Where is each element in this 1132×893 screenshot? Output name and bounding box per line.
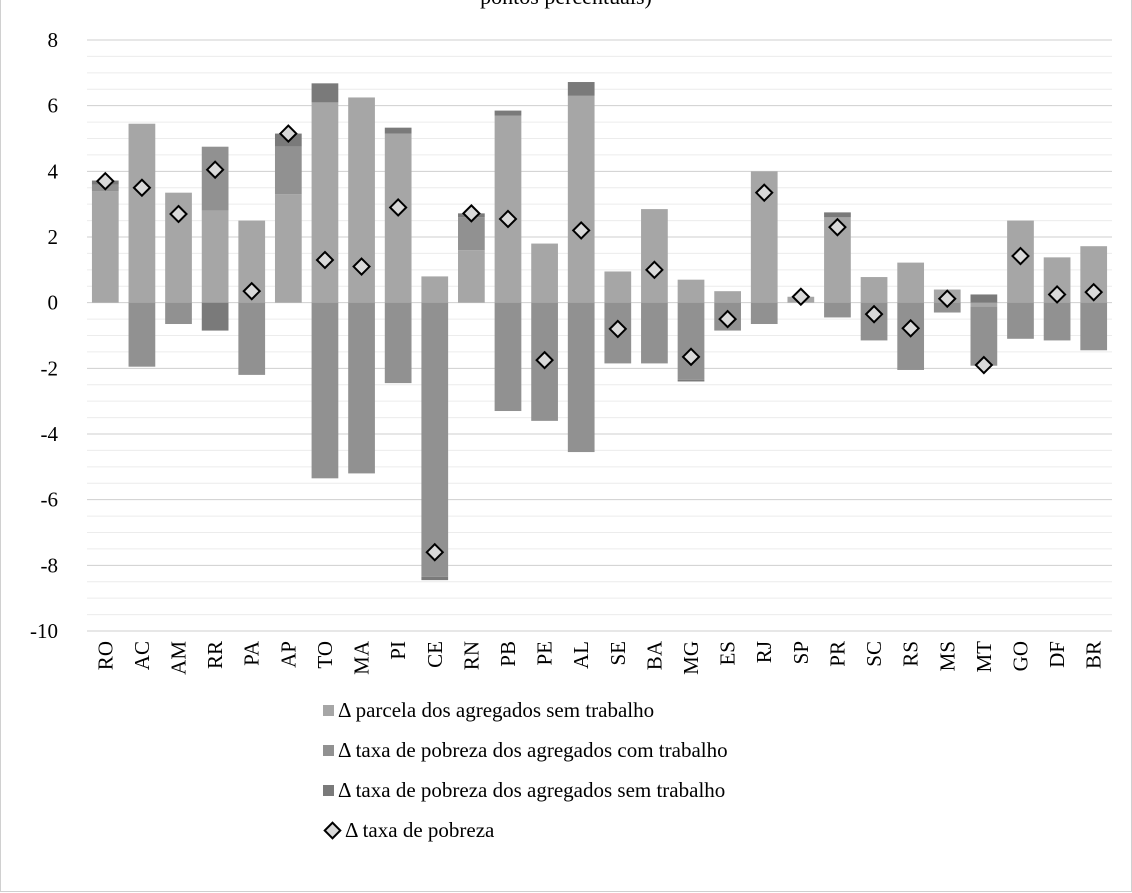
x-tick-label: PR bbox=[825, 641, 849, 667]
bar-segment-series-0 bbox=[421, 276, 448, 302]
x-tick-label: TO bbox=[313, 641, 337, 669]
bar-segment-series-2 bbox=[421, 577, 448, 580]
bar-segment-series-1 bbox=[348, 303, 375, 474]
chart-plot: 8 6 4 2 0 -2 -4 -6 -8 -10 RO AC AM RR PA AP TO MA PI CE RN PB… bbox=[0, 0, 1132, 690]
x-tick-label: RS bbox=[899, 641, 923, 667]
x-tick-label: BR bbox=[1082, 641, 1106, 669]
y-tick-label: 0 bbox=[48, 291, 59, 315]
bar-segment-series-2 bbox=[568, 82, 595, 96]
x-tick-label: PE bbox=[533, 641, 557, 666]
bar-segment-series-2 bbox=[385, 128, 412, 134]
x-tick-label: MA bbox=[350, 640, 374, 675]
legend-item-sem-trabalho: Δ taxa de pobreza dos agregados sem trab… bbox=[323, 770, 728, 810]
y-tick-label: -6 bbox=[41, 488, 59, 512]
x-tick-label: CE bbox=[423, 641, 447, 668]
bar-segment-series-0 bbox=[531, 244, 558, 303]
y-tick-label: -4 bbox=[41, 422, 59, 446]
bar-segment-series-0 bbox=[714, 291, 741, 302]
bar-segment-series-1 bbox=[421, 303, 448, 577]
x-tick-label: ES bbox=[716, 641, 740, 666]
bar-segment-series-2 bbox=[971, 294, 998, 302]
x-tick-label: RR bbox=[203, 641, 227, 669]
x-tick-label: PI bbox=[386, 641, 410, 660]
bar-segment-series-1 bbox=[495, 303, 522, 411]
bar-segment-series-2 bbox=[678, 380, 705, 382]
legend-label-parcela: Δ parcela dos agregados sem trabalho bbox=[338, 698, 654, 723]
bar-segment-series-0 bbox=[971, 303, 998, 307]
legend-label-sem-trabalho: Δ taxa de pobreza dos agregados sem trab… bbox=[338, 778, 725, 803]
x-tick-label: SE bbox=[606, 641, 630, 666]
x-tick-label: SC bbox=[862, 641, 886, 667]
bar-segment-series-2 bbox=[495, 111, 522, 116]
y-tick-label: -10 bbox=[30, 619, 58, 643]
legend-item-parcela: Δ parcela dos agregados sem trabalho bbox=[323, 690, 728, 730]
legend-label-taxa-pobreza: Δ taxa de pobreza bbox=[345, 818, 494, 843]
y-tick-label: -8 bbox=[41, 553, 59, 577]
legend-item-com-trabalho: Δ taxa de pobreza dos agregados com trab… bbox=[323, 730, 728, 770]
x-tick-label: SP bbox=[789, 641, 813, 664]
bar-segment-series-2 bbox=[202, 303, 229, 331]
x-tick-label: AL bbox=[569, 641, 593, 669]
legend-label-com-trabalho: Δ taxa de pobreza dos agregados com trab… bbox=[338, 738, 728, 763]
legend-swatch-sem-trabalho bbox=[323, 785, 334, 796]
x-tick-label: AC bbox=[130, 641, 154, 670]
bar-segment-series-1 bbox=[312, 303, 339, 479]
x-tick-label: PB bbox=[496, 641, 520, 667]
bar-segment-series-0 bbox=[129, 124, 156, 303]
y-tick-label: 4 bbox=[48, 159, 59, 183]
x-tick-label: RO bbox=[93, 641, 117, 670]
legend-swatch-com-trabalho bbox=[323, 745, 334, 756]
bar-segment-series-0 bbox=[495, 116, 522, 303]
bar-segment-series-0 bbox=[678, 280, 705, 303]
bar-segment-series-2 bbox=[312, 83, 339, 102]
bar-segment-series-1 bbox=[129, 303, 156, 367]
x-tick-label: MS bbox=[935, 641, 959, 671]
x-tick-label: RJ bbox=[752, 641, 776, 663]
bar-segment-series-1 bbox=[238, 303, 265, 375]
bar-segment-series-1 bbox=[641, 303, 668, 364]
bar-segment-series-1 bbox=[385, 303, 412, 383]
bar-segment-series-0 bbox=[604, 271, 631, 302]
bar-segment-series-1 bbox=[165, 303, 192, 324]
bar-segment-series-1 bbox=[568, 303, 595, 452]
bar-segment-series-1 bbox=[1044, 303, 1071, 341]
x-tick-label: MT bbox=[972, 641, 996, 673]
bar-segment-series-0 bbox=[385, 134, 412, 303]
legend-swatch-parcela bbox=[323, 705, 334, 716]
x-tick-label: DF bbox=[1045, 641, 1069, 668]
bar-segment-series-0 bbox=[202, 211, 229, 303]
bar-segment-series-1 bbox=[824, 303, 851, 318]
y-tick-label: 2 bbox=[48, 225, 59, 249]
x-tick-label: AM bbox=[167, 641, 191, 675]
bar-segment-series-0 bbox=[568, 96, 595, 303]
bar-segment-series-1 bbox=[678, 303, 705, 380]
x-tick-label: BA bbox=[642, 640, 666, 670]
y-tick-label: 8 bbox=[48, 28, 59, 52]
bar-segment-series-1 bbox=[1080, 303, 1107, 351]
y-tick-label: -2 bbox=[41, 356, 59, 380]
x-tick-label: MG bbox=[679, 641, 703, 675]
x-tick-label: PA bbox=[240, 640, 264, 666]
legend-item-taxa-pobreza: Δ taxa de pobreza bbox=[323, 810, 728, 850]
bar-segment-series-1 bbox=[275, 147, 302, 195]
x-tick-label: AP bbox=[276, 641, 300, 668]
bar-segment-series-0 bbox=[641, 209, 668, 303]
bar-segment-series-0 bbox=[897, 263, 924, 303]
bar-segment-series-1 bbox=[751, 303, 778, 324]
chart-legend: Δ parcela dos agregados sem trabalho Δ t… bbox=[323, 690, 728, 850]
y-tick-label: 6 bbox=[48, 94, 59, 118]
x-tick-label: RN bbox=[459, 641, 483, 670]
bar-segment-series-0 bbox=[92, 191, 119, 303]
legend-diamond-icon bbox=[323, 821, 341, 839]
bar-segment-series-0 bbox=[861, 277, 888, 303]
bar-segment-series-1 bbox=[1007, 303, 1034, 339]
bar-segment-series-0 bbox=[275, 194, 302, 302]
bar-segment-series-0 bbox=[458, 250, 485, 303]
x-tick-label: GO bbox=[1008, 641, 1032, 671]
bar-segment-series-2 bbox=[824, 212, 851, 217]
bar-segment-series-0 bbox=[312, 102, 339, 302]
